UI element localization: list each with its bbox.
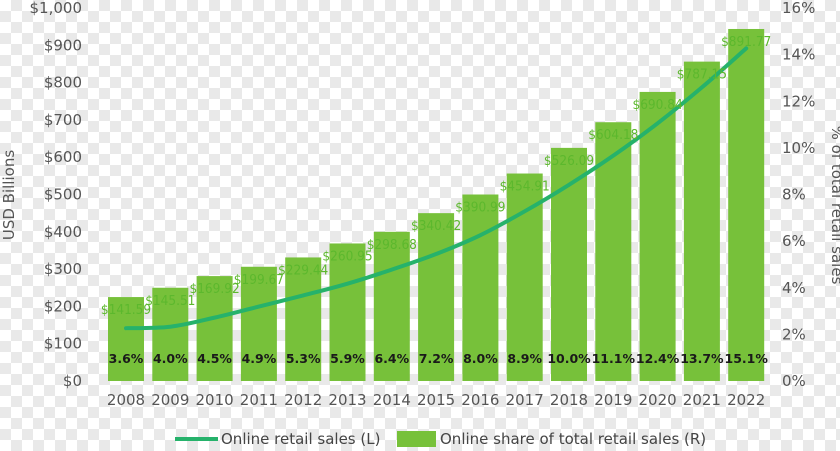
y2-tick-label: 10% xyxy=(782,139,815,157)
right-y-axis: 0% 2% 4% 6% 8% 10% 12% 14% 16% xyxy=(782,0,815,390)
line-value-label: $298.68 xyxy=(367,237,417,253)
line-value-label: $260.95 xyxy=(322,248,372,264)
y-axis-title: USD Billions xyxy=(0,150,18,240)
bar xyxy=(329,243,366,381)
legend-bar-label: Online share of total retail sales (R) xyxy=(440,430,706,448)
x-tick-label: 2013 xyxy=(328,391,366,409)
line-series xyxy=(124,46,749,331)
y-tick-label: $900 xyxy=(44,36,82,54)
x-tick-label: 2011 xyxy=(240,391,278,409)
bar xyxy=(595,122,632,381)
y-tick-label: $800 xyxy=(44,74,82,92)
y-tick-label: $600 xyxy=(44,148,82,166)
line-value-label: $454.91 xyxy=(500,179,550,195)
line-value-label: $787.15 xyxy=(677,67,727,83)
bar xyxy=(152,287,189,381)
bar xyxy=(108,297,144,381)
legend-bar-swatch xyxy=(397,431,436,447)
bar-value-label: 13.7% xyxy=(680,351,724,366)
x-tick-label: 2020 xyxy=(639,391,677,409)
bar xyxy=(728,28,765,381)
x-tick-label: 2016 xyxy=(461,391,499,409)
x-tick-label: 2008 xyxy=(107,391,145,409)
bar xyxy=(506,173,543,381)
x-tick-label: 2022 xyxy=(727,391,765,409)
bar-value-label: 4.0% xyxy=(153,351,188,366)
bar-value-label: 5.9% xyxy=(330,351,365,366)
bar xyxy=(240,266,277,381)
y-tick-label: $1,000 xyxy=(30,0,83,17)
x-tick-label: 2021 xyxy=(683,391,721,409)
y-tick-label: $100 xyxy=(44,335,82,353)
bar-value-label: 10.0% xyxy=(547,351,591,366)
line-value-label: $169.92 xyxy=(189,281,239,297)
bar xyxy=(285,257,322,381)
x-tick-label: 2009 xyxy=(151,391,189,409)
bar-value-label: 15.1% xyxy=(725,351,769,366)
y-tick-label: $200 xyxy=(44,297,82,315)
y-tick-label: $700 xyxy=(44,111,82,129)
bar xyxy=(639,91,676,382)
line-value-label: $390.99 xyxy=(455,200,505,216)
y2-tick-label: 8% xyxy=(782,186,806,204)
y2-tick-label: 14% xyxy=(782,46,815,64)
line-value-label: $145.51 xyxy=(145,293,195,309)
bar xyxy=(418,213,455,381)
line-value-label: $199.67 xyxy=(234,272,284,288)
y-tick-label: $400 xyxy=(44,223,82,241)
y2-tick-label: 0% xyxy=(782,372,806,390)
line-value-label: $604.18 xyxy=(588,127,638,143)
bar-value-label: 5.3% xyxy=(286,351,321,366)
line-value-label: $340.42 xyxy=(411,218,461,234)
y2-tick-label: 16% xyxy=(782,0,815,17)
y2-tick-label: 6% xyxy=(782,232,806,250)
x-tick-label: 2014 xyxy=(373,391,411,409)
y2-tick-label: 2% xyxy=(782,325,806,343)
x-tick-label: 2010 xyxy=(196,391,234,409)
bar-series xyxy=(108,28,765,382)
line-value-label: $526.09 xyxy=(544,153,594,169)
y-tick-label: $0 xyxy=(63,372,82,390)
bar-value-label: 7.2% xyxy=(419,351,454,366)
legend-line-label: Online retail sales (L) xyxy=(221,430,380,448)
x-tick-label: 2018 xyxy=(550,391,588,409)
x-axis: 2008 2009 2010 2011 2012 2013 2014 2015 2016 2017… xyxy=(107,391,765,409)
line-value-label: $229.44 xyxy=(278,262,328,278)
bar-value-label: 8.0% xyxy=(463,351,498,366)
bar-value-label: 4.5% xyxy=(197,351,232,366)
bar-value-label: 3.6% xyxy=(109,351,144,366)
y-tick-label: $500 xyxy=(44,186,82,204)
y2-axis-title: % of total retail sales xyxy=(828,126,840,285)
bar-value-labels: 3.6% 4.0% 4.5% 4.9% 5.3% 5.9% 6.4% 7.2% 8.0% 8.9%… xyxy=(109,351,769,366)
y2-tick-label: 12% xyxy=(782,92,815,110)
line-value-label: $891.77 xyxy=(721,34,771,50)
left-y-axis: $0 $100 $200 $300 $400 $500 $600 $700 $800 $900 $1… xyxy=(30,0,83,390)
bar xyxy=(683,61,720,382)
x-tick-label: 2019 xyxy=(594,391,632,409)
line-value-labels: $141.59$145.51$169.92$199.67$229.44$260.… xyxy=(101,34,771,318)
sales-line xyxy=(124,46,749,331)
x-tick-label: 2017 xyxy=(506,391,544,409)
bar-value-label: 12.4% xyxy=(636,351,680,366)
y-tick-label: $300 xyxy=(44,260,82,278)
bar xyxy=(462,194,499,381)
bar-value-label: 6.4% xyxy=(374,351,409,366)
line-value-label: $690.84 xyxy=(632,97,682,113)
y2-tick-label: 4% xyxy=(782,279,806,297)
bar xyxy=(373,231,410,381)
x-tick-label: 2012 xyxy=(284,391,322,409)
bar-value-label: 11.1% xyxy=(592,351,636,366)
bar-value-label: 8.9% xyxy=(507,351,542,366)
legend: Online retail sales (L) Online share of … xyxy=(175,430,706,448)
x-tick-label: 2015 xyxy=(417,391,455,409)
bar xyxy=(196,276,233,381)
line-value-label: $141.59 xyxy=(101,302,151,318)
bar-value-label: 4.9% xyxy=(242,351,277,366)
